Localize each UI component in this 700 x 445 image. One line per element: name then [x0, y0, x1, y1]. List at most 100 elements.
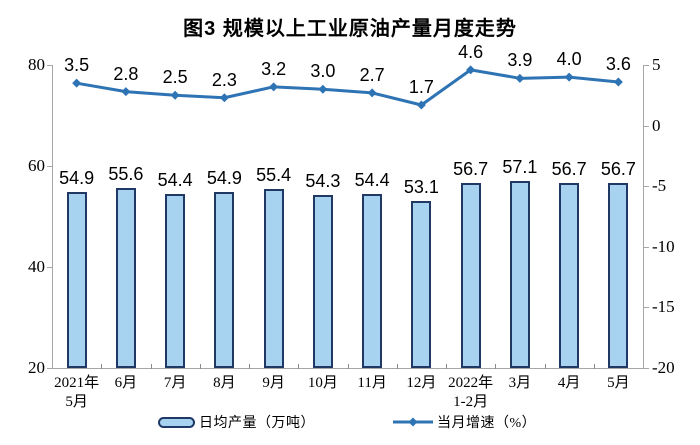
x-axis-tick: [249, 364, 250, 369]
line-marker-icon: [269, 82, 279, 92]
line-marker-icon: [72, 78, 82, 88]
line-marker-icon: [367, 88, 377, 98]
x-axis-label: 2022年 1-2月: [448, 375, 494, 410]
bar: [559, 182, 580, 368]
legend-bar-swatch: [158, 416, 195, 428]
x-axis-tick: [544, 364, 546, 369]
bar: [460, 182, 481, 368]
line-marker-icon: [613, 77, 623, 87]
x-axis-label: 9月: [262, 375, 285, 391]
bar: [362, 194, 383, 368]
bar: [165, 194, 186, 368]
x-axis-tick: [199, 364, 201, 369]
bar: [263, 189, 284, 368]
bar: [66, 191, 87, 368]
legend-line-swatch-icon: [393, 417, 433, 427]
left-axis-label: 60: [28, 156, 45, 175]
bar-value-label: 54.3: [305, 170, 341, 191]
x-axis-tick: [396, 364, 398, 369]
line-marker-icon: [515, 73, 525, 83]
right-axis-tick: [644, 65, 649, 66]
bar-value-label: 54.9: [206, 167, 242, 188]
line-marker-icon: [170, 90, 180, 100]
right-axis-label: 0: [652, 115, 661, 135]
bar-value-label: 56.7: [453, 158, 489, 179]
line-value-label: 3.6: [605, 53, 631, 74]
left-axis-tick: [47, 65, 52, 66]
x-axis-tick: [495, 364, 497, 369]
right-axis-label: -5: [652, 176, 667, 196]
bar-value-label: 53.1: [403, 176, 439, 197]
line-value-label: 3.2: [261, 58, 287, 79]
bar: [509, 180, 530, 368]
left-axis-tick: [47, 368, 52, 369]
x-axis-label: 5月: [607, 375, 630, 391]
bar-value-label: 54.4: [157, 170, 193, 191]
bar-value-label: 56.7: [600, 158, 636, 179]
x-axis-label: 4月: [557, 375, 581, 391]
bar: [115, 188, 136, 368]
left-axis-tick: [47, 267, 52, 268]
line-marker-icon: [121, 87, 131, 97]
line-value-label: 1.7: [408, 76, 434, 97]
left-axis-tick: [47, 166, 52, 167]
x-axis-label: 6月: [114, 375, 138, 391]
left-axis-line: [52, 65, 53, 368]
line-value-label: 3.9: [507, 50, 533, 71]
line-marker-icon: [416, 100, 426, 110]
left-axis-label: 20: [28, 358, 45, 377]
line-value-label: 3.5: [64, 55, 90, 76]
bar-value-label: 54.9: [59, 167, 95, 188]
line-value-label: 2.3: [211, 69, 237, 90]
x-axis-tick: [150, 364, 152, 369]
x-axis-label: 10月: [307, 375, 338, 391]
line-value-label: 2.5: [162, 67, 188, 88]
line-value-label: 4.6: [458, 41, 484, 62]
right-axis-label: -15: [652, 297, 675, 317]
x-axis-label: 7月: [163, 375, 187, 391]
legend-line-label: 当月增速（%）: [437, 416, 537, 431]
line-value-label: 2.7: [359, 64, 385, 85]
x-axis-label: 3月: [508, 375, 532, 391]
x-axis-label: 2021年 5月: [54, 375, 100, 410]
bar-value-label: 56.7: [551, 158, 587, 179]
right-axis-label: 5: [652, 55, 661, 74]
right-axis-line: [643, 65, 644, 368]
legend-bar-item: 日均产量（万吨）: [158, 413, 315, 431]
line-value-label: 3.0: [310, 61, 336, 82]
bar: [214, 191, 235, 368]
line-value-label: 2.8: [113, 63, 139, 84]
legend-bar-label: 日均产量（万吨）: [199, 416, 315, 431]
left-axis-label: 80: [28, 55, 45, 74]
line-marker-icon: [466, 65, 476, 75]
bar: [608, 182, 629, 368]
x-axis-tick: [347, 364, 349, 369]
x-axis-label: 12月: [406, 375, 437, 391]
left-axis-label: 40: [28, 257, 45, 276]
x-axis-tick: [446, 364, 447, 369]
right-axis-tick: [644, 246, 649, 248]
line-marker-icon: [318, 84, 328, 94]
line-marker-icon: [564, 72, 574, 82]
right-axis-tick: [644, 368, 649, 369]
x-axis-label: 11月: [357, 375, 387, 391]
right-axis-tick: [644, 125, 649, 127]
bar: [312, 194, 333, 368]
chart-title: 图3 规模以上工业原油产量月度走势: [183, 18, 517, 40]
legend-line-item: 当月增速（%）: [393, 413, 536, 431]
right-axis-tick: [644, 307, 649, 309]
bar-value-label: 55.4: [256, 165, 292, 186]
bar-value-label: 57.1: [502, 156, 538, 177]
right-axis-tick: [644, 186, 649, 188]
legend-line-marker-icon: [408, 417, 418, 427]
line-marker-icon: [219, 93, 229, 103]
bar: [411, 200, 432, 368]
right-axis-label: -20: [652, 358, 675, 377]
x-axis-label: 8月: [213, 375, 236, 391]
bar-value-label: 54.4: [354, 170, 390, 191]
x-axis-tick: [101, 364, 103, 369]
x-axis-tick: [298, 364, 300, 369]
right-axis-label: -10: [652, 236, 675, 256]
